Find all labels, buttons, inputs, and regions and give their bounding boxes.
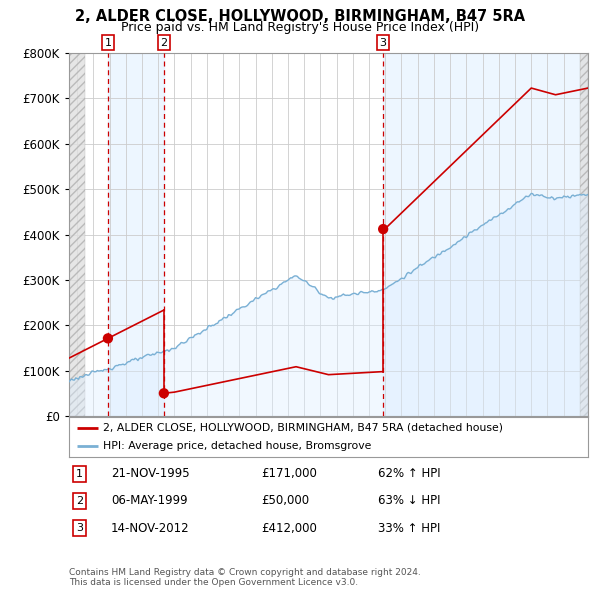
Text: 2: 2 [76, 496, 83, 506]
Text: 3: 3 [76, 523, 83, 533]
Text: 63% ↓ HPI: 63% ↓ HPI [378, 494, 440, 507]
Text: 21-NOV-1995: 21-NOV-1995 [111, 467, 190, 480]
Text: 2, ALDER CLOSE, HOLLYWOOD, BIRMINGHAM, B47 5RA (detached house): 2, ALDER CLOSE, HOLLYWOOD, BIRMINGHAM, B… [103, 423, 503, 433]
Text: HPI: Average price, detached house, Bromsgrove: HPI: Average price, detached house, Brom… [103, 441, 371, 451]
Text: 3: 3 [380, 38, 386, 48]
Point [379, 224, 388, 234]
Text: £50,000: £50,000 [261, 494, 309, 507]
Text: £412,000: £412,000 [261, 522, 317, 535]
Text: 1: 1 [76, 469, 83, 478]
Text: 14-NOV-2012: 14-NOV-2012 [111, 522, 190, 535]
Text: Contains HM Land Registry data © Crown copyright and database right 2024.
This d: Contains HM Land Registry data © Crown c… [69, 568, 421, 587]
Text: 1: 1 [104, 38, 112, 48]
Point [159, 389, 169, 398]
Text: £171,000: £171,000 [261, 467, 317, 480]
Text: Price paid vs. HM Land Registry's House Price Index (HPI): Price paid vs. HM Land Registry's House … [121, 21, 479, 34]
Text: 2: 2 [160, 38, 167, 48]
Point [103, 334, 113, 343]
Text: 33% ↑ HPI: 33% ↑ HPI [378, 522, 440, 535]
Text: 62% ↑ HPI: 62% ↑ HPI [378, 467, 440, 480]
Text: 06-MAY-1999: 06-MAY-1999 [111, 494, 188, 507]
Text: 2, ALDER CLOSE, HOLLYWOOD, BIRMINGHAM, B47 5RA: 2, ALDER CLOSE, HOLLYWOOD, BIRMINGHAM, B… [75, 9, 525, 24]
